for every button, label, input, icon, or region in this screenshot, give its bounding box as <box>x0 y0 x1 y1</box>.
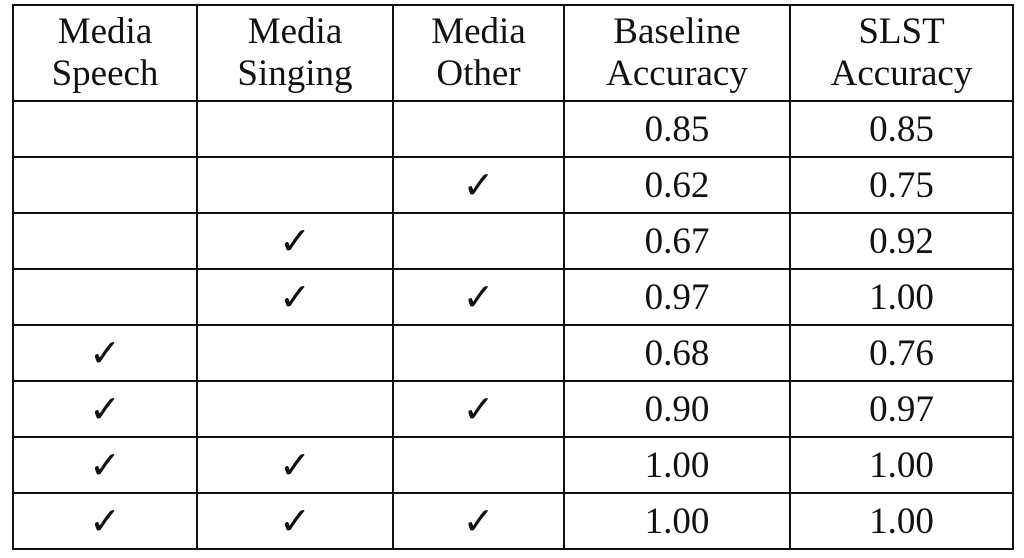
table-row: ✓ 0.62 0.75 <box>12 156 1014 214</box>
accuracy-cell: 0.62 <box>563 156 791 214</box>
check-cell: ✓ <box>12 324 198 382</box>
accuracy-cell: 0.67 <box>563 212 791 270</box>
table-row: ✓ ✓ 0.90 0.97 <box>12 380 1014 438</box>
check-cell: ✓ <box>392 492 565 550</box>
header-cell: Media Other <box>392 4 565 102</box>
table-row: ✓ ✓ 1.00 1.00 <box>12 436 1014 494</box>
header-cell: Baseline Accuracy <box>563 4 791 102</box>
table-body: 0.85 0.85 ✓ 0.62 0.75 ✓ 0.67 0.92 ✓ ✓ 0.97 1.00 ✓ 0.6… <box>12 100 1014 550</box>
results-table: Media Speech Media Singing Media Other Base… <box>12 4 1014 550</box>
check-cell: ✓ <box>196 436 394 494</box>
table-row: 0.85 0.85 <box>12 100 1014 158</box>
check-cell <box>392 100 565 158</box>
check-cell: ✓ <box>196 212 394 270</box>
check-cell <box>196 100 394 158</box>
accuracy-cell: 1.00 <box>789 436 1014 494</box>
check-cell <box>392 324 565 382</box>
check-cell: ✓ <box>196 268 394 326</box>
accuracy-cell: 0.85 <box>789 100 1014 158</box>
check-cell: ✓ <box>12 436 198 494</box>
check-cell: ✓ <box>392 380 565 438</box>
check-cell: ✓ <box>12 492 198 550</box>
accuracy-cell: 0.75 <box>789 156 1014 214</box>
check-cell: ✓ <box>392 268 565 326</box>
accuracy-cell: 0.92 <box>789 212 1014 270</box>
accuracy-cell: 1.00 <box>789 268 1014 326</box>
table-row: ✓ 0.67 0.92 <box>12 212 1014 270</box>
check-cell <box>392 436 565 494</box>
accuracy-cell: 1.00 <box>789 492 1014 550</box>
table-row: ✓ ✓ ✓ 1.00 1.00 <box>12 492 1014 550</box>
accuracy-cell: 0.97 <box>563 268 791 326</box>
header-cell: Media Singing <box>196 4 394 102</box>
header-cell: SLST Accuracy <box>789 4 1014 102</box>
accuracy-cell: 0.68 <box>563 324 791 382</box>
accuracy-cell: 1.00 <box>563 492 791 550</box>
check-cell: ✓ <box>12 380 198 438</box>
accuracy-cell: 0.76 <box>789 324 1014 382</box>
accuracy-cell: 1.00 <box>563 436 791 494</box>
header-row: Media Speech Media Singing Media Other Base… <box>12 4 1014 102</box>
accuracy-cell: 0.97 <box>789 380 1014 438</box>
check-cell <box>12 156 198 214</box>
check-cell <box>12 212 198 270</box>
check-cell <box>12 268 198 326</box>
table-row: ✓ 0.68 0.76 <box>12 324 1014 382</box>
accuracy-cell: 0.85 <box>563 100 791 158</box>
check-cell <box>196 324 394 382</box>
check-cell <box>12 100 198 158</box>
check-cell <box>196 380 394 438</box>
accuracy-cell: 0.90 <box>563 380 791 438</box>
check-cell <box>196 156 394 214</box>
check-cell: ✓ <box>196 492 394 550</box>
check-cell: ✓ <box>392 156 565 214</box>
table-row: ✓ ✓ 0.97 1.00 <box>12 268 1014 326</box>
header-cell: Media Speech <box>12 4 198 102</box>
check-cell <box>392 212 565 270</box>
